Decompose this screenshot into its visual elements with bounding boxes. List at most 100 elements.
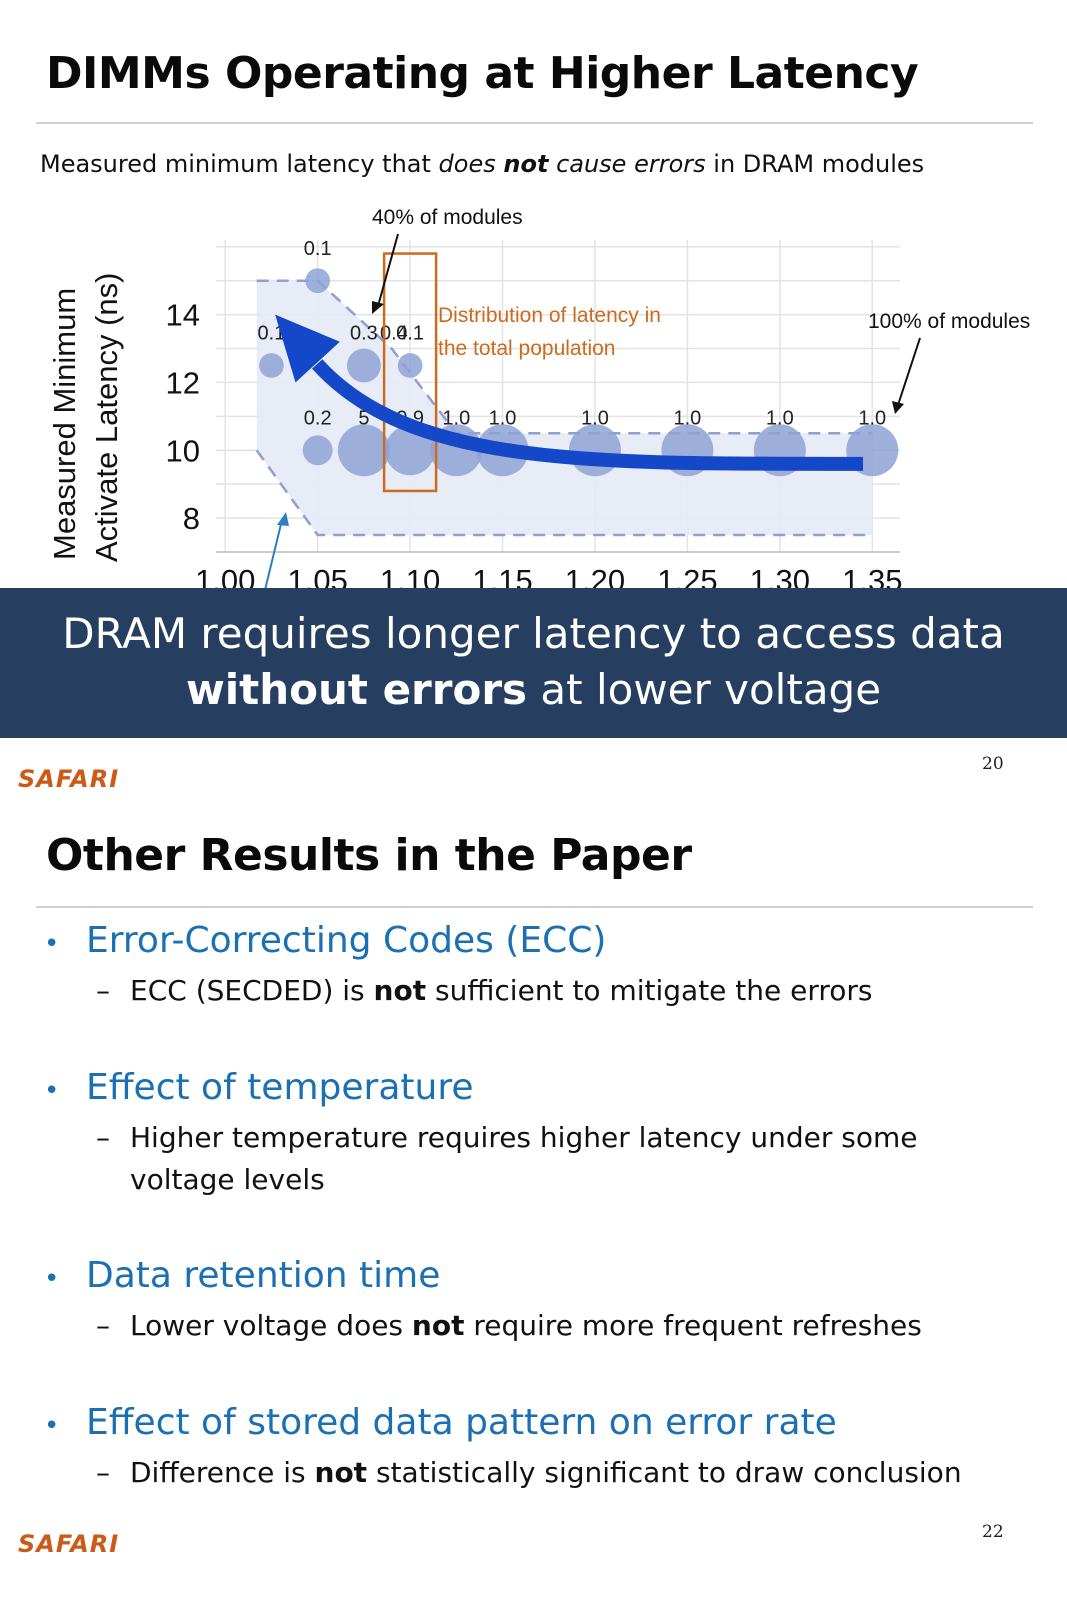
subtitle-part: Measured minimum latency that	[40, 150, 439, 178]
x-tick-label: 1.35	[842, 563, 902, 590]
point-label: 1.0	[442, 407, 470, 429]
distribution-lower-bound	[255, 449, 873, 537]
latency-chart: 0.10.10.20.350.10.9 1.0 1.0 1.0 1.0 1.0 1.00.4…	[47, 206, 1030, 590]
bullet-heading-row: • Effect of stored data pattern on error …	[44, 1402, 1034, 1452]
slide-2: Other Results in the Paper • Error-Correc…	[0, 800, 1067, 1600]
annotation-100-arrow	[897, 337, 921, 406]
x-tick-label: 1.30	[750, 563, 810, 590]
sub-bullet-text: voltage levels	[130, 1163, 325, 1196]
subtitle-space	[548, 150, 556, 178]
page-number: 20	[982, 754, 1004, 774]
point-label: 0.4	[380, 323, 408, 345]
x-tick-label: 1.10	[380, 563, 440, 590]
y-axis-label-line2: Activate Latency (ns)	[89, 273, 124, 562]
bullet-heading: Effect of temperature	[86, 1067, 474, 1108]
sub-text-bold: not	[373, 974, 427, 1007]
dash-icon: –	[96, 1456, 110, 1489]
trend-arrow-head	[275, 314, 340, 383]
point-label: 0.2	[304, 407, 332, 429]
sub-text-part: sufficient to mitigate the errors	[426, 974, 873, 1007]
bullet-icon: •	[44, 1264, 60, 1294]
y-tick-label: 10	[166, 433, 200, 468]
list-item: • Effect of stored data pattern on error …	[44, 1402, 1034, 1522]
dash-icon: –	[96, 1121, 110, 1154]
data-point	[346, 348, 381, 383]
banner-rest-text: at lower voltage	[527, 665, 882, 714]
sub-text-part: Difference is	[130, 1456, 315, 1489]
dash-icon: –	[96, 974, 110, 1007]
takeaway-banner: DRAM requires longer latency to access d…	[0, 588, 1067, 738]
point-label: 1.0	[766, 407, 794, 429]
annotation-100-arrowhead	[892, 401, 904, 414]
sub-text-part: statistically significant to draw conclu…	[367, 1456, 962, 1489]
sub-text-part: Lower voltage does	[130, 1309, 412, 1342]
x-tick-label: 1.05	[288, 563, 348, 590]
sub-bullet: – ECC (SECDED) is not sufficient to mitig…	[44, 970, 1034, 1012]
banner-bold-text: without errors	[185, 665, 528, 714]
bullet-icon: •	[44, 1076, 60, 1106]
bullet-heading: Error-Correcting Codes (ECC)	[86, 920, 607, 961]
x-tick-label: 1.25	[657, 563, 717, 590]
bullet-heading: Data retention time	[86, 1255, 441, 1296]
annotation-40-percent: 40% of modules	[372, 206, 523, 229]
sub-bullet-text: Higher temperature requires higher laten…	[130, 1121, 918, 1154]
point-label: 1.0	[581, 407, 609, 429]
distribution-annotation-line2: the total population	[438, 337, 615, 360]
subtitle-part: in DRAM modules	[705, 150, 925, 178]
bullet-icon: •	[44, 1411, 60, 1441]
data-point	[337, 424, 390, 477]
data-point	[259, 353, 284, 378]
bullet-heading-row: • Effect of temperature	[44, 1067, 1034, 1117]
sub-text-part: require more frequent refreshes	[464, 1309, 922, 1342]
sub-bullet-text: Lower voltage does not require more freq…	[130, 1305, 922, 1347]
list-item: • Data retention time – Lower voltage does…	[44, 1255, 1034, 1402]
annotation-100-percent: 100% of modules	[868, 310, 1030, 333]
point-label: 5	[358, 407, 369, 429]
sub-text-bold: not	[411, 1309, 465, 1342]
point-label: 0.1	[258, 323, 286, 345]
title-divider	[36, 906, 1033, 908]
sub-bullet: – Difference is not statistically signifi…	[44, 1452, 1034, 1494]
point-label: 0.1	[396, 323, 424, 345]
trend-arrow	[311, 359, 864, 471]
y-tick-label: 12	[166, 365, 200, 400]
list-item: • Effect of temperature – Higher temperatu…	[44, 1067, 1034, 1255]
point-label: 1.0	[489, 407, 517, 429]
results-list: • Error-Correcting Codes (ECC) – ECC (SECD…	[44, 920, 1034, 1522]
slide-1: DIMMs Operating at Higher Latency Measur…	[0, 48, 1067, 793]
sub-bullet: – Higher temperature requires higher late…	[44, 1117, 1034, 1159]
x-tick-label: 1.15	[472, 563, 532, 590]
annotation-40-arrowhead	[372, 301, 384, 314]
y-axis-label-line1: Measured Minimum	[47, 288, 82, 560]
dash-spacer	[96, 1159, 130, 1201]
sub-bullet-text: ECC (SECDED) is not sufficient to mitiga…	[130, 970, 873, 1012]
data-point	[397, 353, 423, 378]
point-label: 1.0	[858, 407, 886, 429]
highlight-box-110	[382, 252, 438, 493]
banner-line-1: DRAM requires longer latency to access d…	[62, 609, 1005, 658]
data-points	[259, 268, 899, 477]
x-tick-label: 1.00	[195, 563, 255, 590]
slide-title: DIMMs Operating at Higher Latency	[46, 48, 919, 99]
y-tick-label: 8	[183, 501, 200, 536]
slide-title: Other Results in the Paper	[46, 830, 692, 881]
title-divider	[36, 122, 1033, 124]
dash-icon: –	[96, 1309, 110, 1342]
distribution-annotation-line1: Distribution of latency in	[438, 304, 661, 327]
page-number: 22	[982, 1522, 1004, 1542]
bullet-heading-row: • Data retention time	[44, 1255, 1034, 1305]
point-label: 0.1	[304, 238, 332, 260]
point-label: 1.0	[673, 407, 701, 429]
data-point	[568, 424, 621, 477]
distribution-pointer-head	[277, 512, 289, 526]
bullet-heading-row: • Error-Correcting Codes (ECC)	[44, 920, 1034, 970]
y-tick-label: 14	[166, 298, 200, 333]
data-point	[302, 435, 333, 466]
point-label: 0.3	[350, 323, 378, 345]
list-item: • Error-Correcting Codes (ECC) – ECC (SECD…	[44, 920, 1034, 1067]
data-point	[385, 425, 436, 476]
sub-text-part: ECC (SECDED) is	[130, 974, 374, 1007]
bullet-icon: •	[44, 929, 60, 959]
sub-bullet: – Lower voltage does not require more fre…	[44, 1305, 1034, 1347]
